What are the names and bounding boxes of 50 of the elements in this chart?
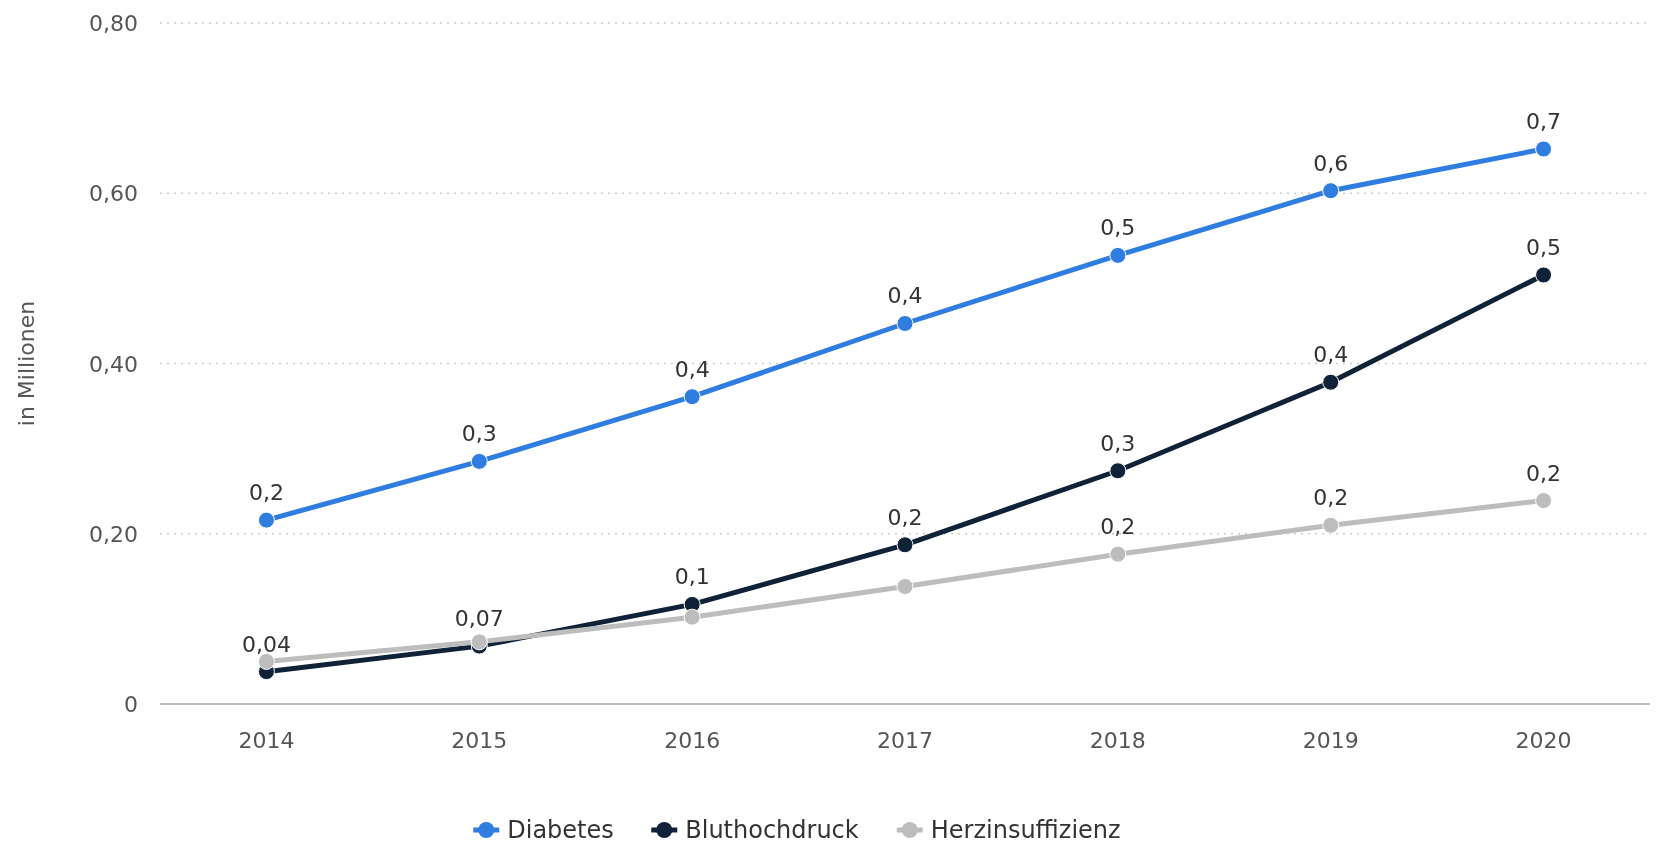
legend-label: Herzinsuffizienz	[930, 816, 1121, 844]
x-tick-label: 2017	[877, 728, 933, 753]
point	[683, 608, 701, 626]
point	[1535, 492, 1553, 510]
y-tick-label: 0,80	[89, 11, 138, 36]
point	[1535, 140, 1553, 158]
y-tick-label: 0	[124, 692, 138, 717]
data-label: 0,2	[1313, 485, 1349, 511]
point	[896, 314, 914, 332]
point	[683, 388, 701, 406]
y-tick-label: 0,20	[89, 521, 138, 547]
x-tick-label: 2020	[1515, 728, 1572, 753]
point	[896, 536, 914, 554]
x-tick-label: 2019	[1302, 728, 1359, 753]
data-label: 0,5	[1526, 234, 1562, 260]
data-label: 0,2	[887, 504, 923, 530]
point	[1322, 182, 1340, 200]
data-label: 0,4	[887, 283, 923, 309]
data-label: 0,3	[1100, 430, 1136, 456]
data-label: 0,2	[1100, 514, 1136, 540]
point	[470, 633, 488, 651]
data-label: 0,7	[1526, 108, 1562, 134]
x-tick-label: 2015	[451, 728, 508, 753]
data-label: 0,4	[674, 356, 710, 382]
point	[1109, 246, 1127, 264]
point	[1109, 545, 1127, 563]
data-label: 0,6	[1313, 150, 1349, 176]
y-tick-label: 0,60	[89, 181, 138, 207]
point	[1322, 516, 1340, 534]
x-tick-label: 2018	[1089, 728, 1146, 753]
y-axis-title: in Millionen	[14, 300, 39, 427]
point	[1535, 266, 1553, 284]
point	[470, 452, 488, 470]
point	[1109, 462, 1127, 480]
x-tick-label: 2014	[238, 728, 295, 753]
legend-label: Diabetes	[507, 816, 614, 844]
data-label: 0,3	[461, 421, 497, 447]
point	[1322, 373, 1340, 391]
x-tick-label: 2016	[664, 728, 721, 753]
legend-label: Bluthochdruck	[685, 816, 859, 844]
data-label: 0,2	[1526, 460, 1562, 486]
point	[257, 511, 275, 529]
point	[896, 578, 914, 596]
data-label: 0,4	[1313, 342, 1349, 368]
data-label: 0,5	[1100, 215, 1136, 241]
data-label: 0,1	[674, 564, 710, 590]
y-tick-label: 0,40	[89, 351, 138, 377]
data-label: 0,04	[241, 631, 291, 657]
data-label: 0,2	[248, 480, 284, 506]
data-label: 0,07	[454, 606, 504, 632]
